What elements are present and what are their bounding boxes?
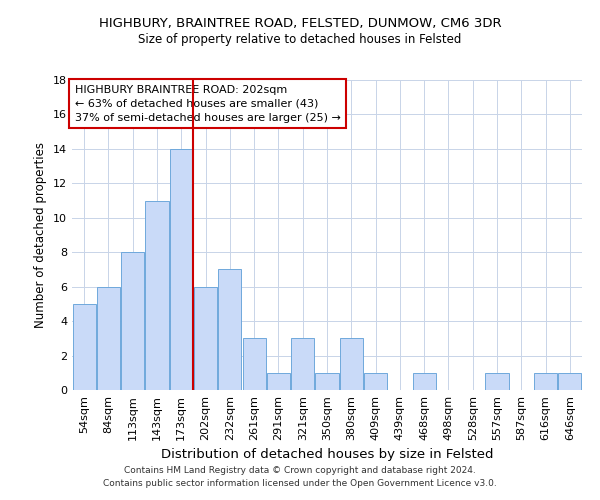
Bar	[194, 286, 217, 390]
Bar	[316, 373, 338, 390]
Text: Size of property relative to detached houses in Felsted: Size of property relative to detached ho…	[139, 32, 461, 46]
Bar	[485, 373, 509, 390]
Bar	[218, 270, 241, 390]
Bar	[559, 373, 581, 390]
Text: Contains HM Land Registry data © Crown copyright and database right 2024.
Contai: Contains HM Land Registry data © Crown c…	[103, 466, 497, 487]
Bar	[97, 286, 120, 390]
Bar	[267, 373, 290, 390]
X-axis label: Distribution of detached houses by size in Felsted: Distribution of detached houses by size …	[161, 448, 493, 462]
Text: HIGHBURY BRAINTREE ROAD: 202sqm
← 63% of detached houses are smaller (43)
37% of: HIGHBURY BRAINTREE ROAD: 202sqm ← 63% of…	[74, 84, 340, 122]
Bar	[170, 149, 193, 390]
Bar	[364, 373, 387, 390]
Bar	[73, 304, 95, 390]
Bar	[413, 373, 436, 390]
Bar	[121, 252, 144, 390]
Bar	[242, 338, 266, 390]
Bar	[534, 373, 557, 390]
Bar	[291, 338, 314, 390]
Text: HIGHBURY, BRAINTREE ROAD, FELSTED, DUNMOW, CM6 3DR: HIGHBURY, BRAINTREE ROAD, FELSTED, DUNMO…	[98, 18, 502, 30]
Bar	[340, 338, 363, 390]
Bar	[145, 200, 169, 390]
Y-axis label: Number of detached properties: Number of detached properties	[34, 142, 47, 328]
